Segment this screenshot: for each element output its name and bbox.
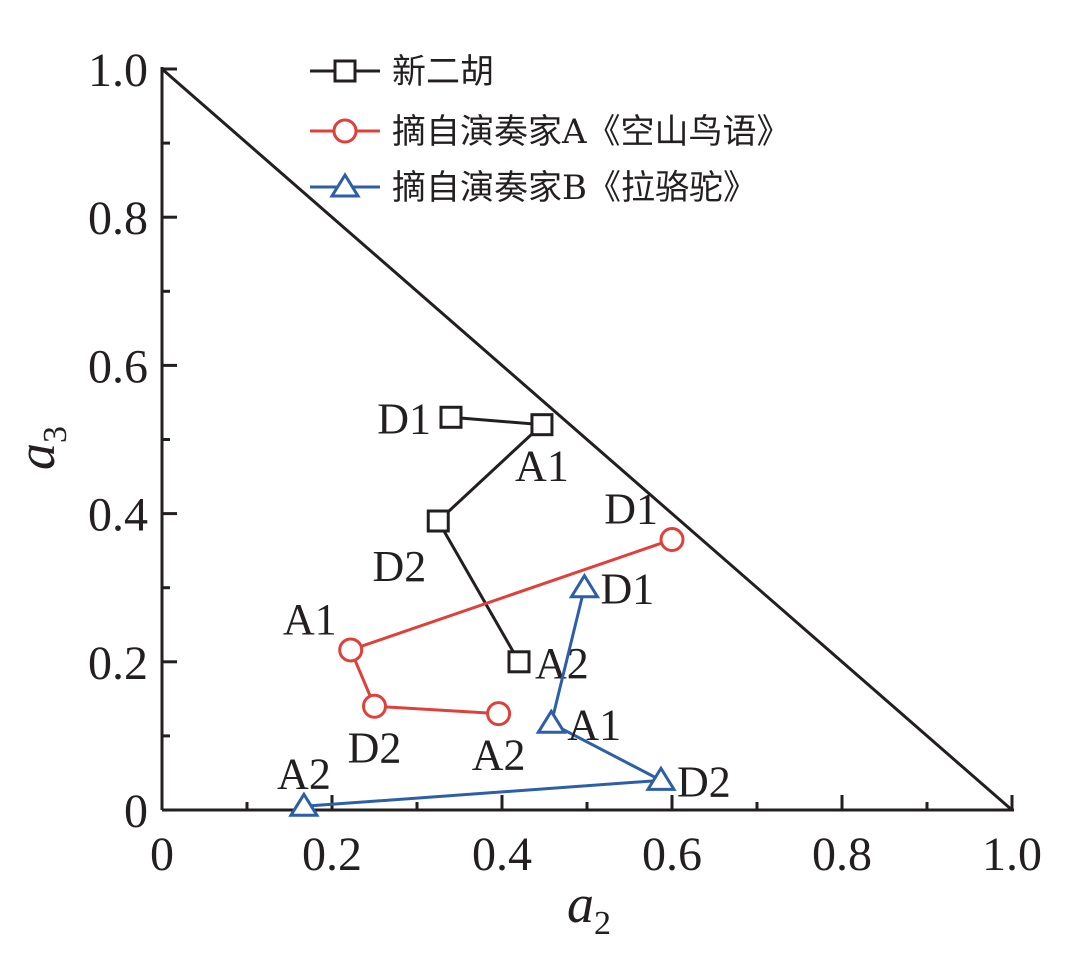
- y-axis-title: a3: [6, 426, 74, 470]
- series-line-2: [348, 538, 673, 716]
- point-label: A1: [567, 700, 621, 749]
- data-point-square: [426, 509, 450, 533]
- point-label: D2: [677, 757, 731, 806]
- point-label: A1: [283, 595, 337, 644]
- legend-marker-triangle: [329, 172, 361, 198]
- data-point-triangle: [288, 791, 320, 817]
- y-axis-title-sub: 3: [37, 426, 74, 443]
- y-tick-label: 0.8: [88, 192, 148, 245]
- data-point-square: [439, 405, 463, 429]
- x-tick-label: 0: [150, 828, 174, 881]
- data-point-circle: [338, 637, 364, 663]
- x-tick-label: 0.4: [472, 828, 532, 881]
- legend-marker-circle: [332, 118, 358, 144]
- point-label: A2: [472, 731, 526, 780]
- x-axis-title-sub: 2: [594, 905, 611, 942]
- x-axis-title-main: a: [567, 874, 594, 934]
- point-label: D2: [348, 723, 402, 772]
- data-point-circle: [362, 693, 387, 719]
- series-line-1: [436, 415, 546, 663]
- y-tick-label: 0: [124, 785, 148, 838]
- y-tick-label: 0.2: [88, 637, 148, 690]
- data-point-triangle: [535, 708, 567, 734]
- point-label: D1: [377, 394, 431, 443]
- x-tick-label: 1.0: [982, 828, 1042, 881]
- data-point-square: [530, 413, 554, 437]
- data-point-circle: [659, 527, 685, 553]
- reference-line: [161, 67, 1013, 812]
- point-label: A1: [515, 442, 569, 491]
- legend-marker-square: [333, 59, 357, 83]
- data-point-triangle: [645, 765, 677, 791]
- series-line-3: [303, 587, 667, 808]
- point-label: A2: [277, 749, 331, 798]
- y-tick-label: 0.6: [88, 340, 148, 393]
- y-tick-label: 0.4: [88, 489, 148, 542]
- x-tick-label: 0.6: [642, 828, 702, 881]
- x-axis-title: a2: [567, 874, 611, 942]
- x-tick-label: 0.2: [302, 828, 362, 881]
- data-point-triangle: [568, 572, 601, 599]
- x-tick-label: 0.8: [812, 828, 872, 881]
- point-label: D1: [604, 485, 658, 534]
- legend-label: 新二胡: [392, 52, 494, 92]
- legend-label: 摘自演奏家A《空山鸟语》: [392, 112, 791, 152]
- data-point-square: [507, 650, 531, 674]
- legend-label: 摘自演奏家B《拉骆驼》: [392, 168, 757, 208]
- data-point-circle: [486, 701, 512, 727]
- y-axis-title-main: a: [6, 443, 66, 470]
- y-tick-label: 1.0: [88, 44, 148, 97]
- point-label: D2: [372, 542, 426, 591]
- point-label: D1: [600, 565, 654, 614]
